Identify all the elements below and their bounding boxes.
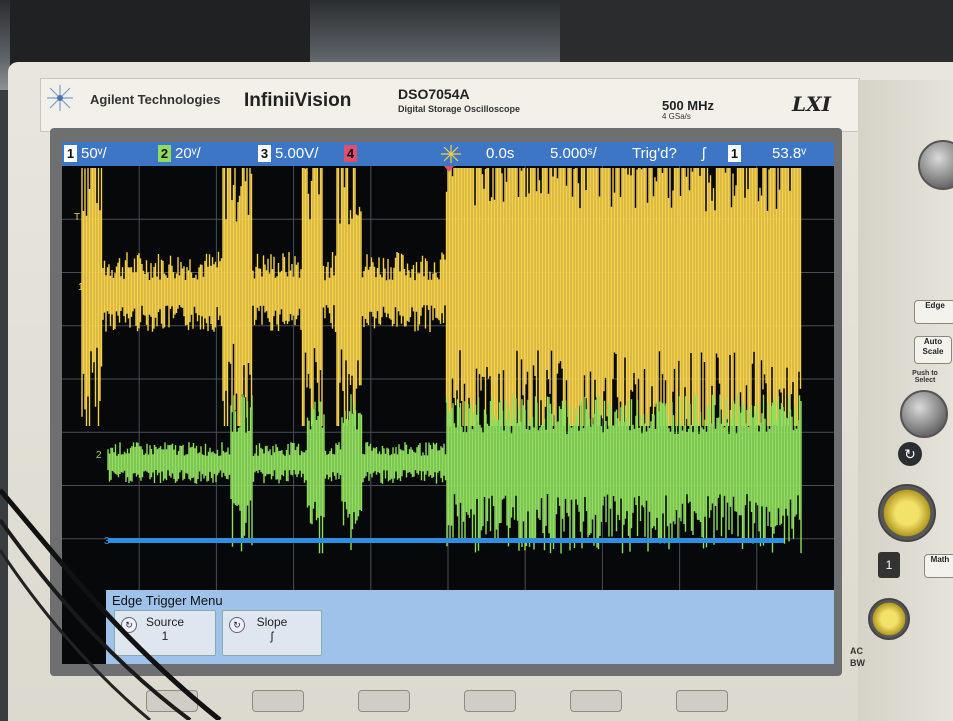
bw-label: BW: [850, 658, 865, 668]
ch4-number: 4: [344, 145, 357, 162]
agilent-spark-icon: [47, 85, 73, 111]
trigger-source: 1: [728, 145, 745, 162]
edge-trigger-menu: Edge Trigger Menu ↻ Source 1 ↻ Slope ʃ: [106, 590, 834, 664]
ch1-waveform: [81, 168, 802, 426]
model-description: Digital Storage Oscilloscope: [398, 104, 521, 114]
status-bar: 1 50ᵛ/ 2 20ᵛ/ 3 5.00V/ 4 0.0s 5.000ˢ/ Trig'…: [62, 142, 834, 166]
trigger-slope-icon: ʃ: [702, 145, 706, 162]
slope-value: ʃ: [270, 629, 274, 643]
model-number: DSO7054A: [398, 86, 470, 102]
ch1-scale[interactable]: 1 50ᵛ/: [64, 145, 107, 162]
source-label: Source: [145, 615, 185, 629]
front-panel-controls: Edge Auto Scale Push to Select ↻ 1 Math …: [850, 80, 953, 721]
probe-cables: [0, 488, 222, 720]
select-knob[interactable]: [900, 390, 948, 438]
ch3-scale-value: 5.00V/: [275, 145, 319, 162]
source-value: 1: [161, 629, 169, 643]
trigger-level-marker: T: [74, 212, 81, 223]
slope-softkey[interactable]: ↻ Slope ʃ: [222, 610, 322, 656]
ch1-vertical-knob[interactable]: [878, 484, 936, 542]
ch2-scale-value: 20ᵛ/: [175, 145, 201, 162]
ch3-ground-marker: 3: [104, 536, 110, 547]
ch3-scale[interactable]: 3 5.00V/: [258, 145, 318, 162]
math-button[interactable]: Math: [924, 554, 953, 578]
bandwidth-label: 500 MHz: [662, 98, 715, 113]
ch2-ground-marker: 2: [96, 450, 102, 461]
ch1-number: 1: [64, 145, 77, 162]
ac-label: AC: [850, 646, 863, 656]
edge-button[interactable]: Edge: [914, 300, 953, 324]
source-softkey[interactable]: ↻ Source 1: [114, 610, 216, 656]
ch1-ground-marker: 1: [78, 282, 84, 293]
knob-icon: ↻: [121, 617, 137, 633]
time-delay: 0.0s: [486, 145, 515, 162]
trigger-level: 53.8ᵛ: [772, 145, 807, 162]
ch1-scale-value: 50ᵛ/: [81, 145, 107, 162]
trigger-status: Trig'd?: [632, 145, 677, 162]
push-select-label: Push to Select: [912, 370, 938, 384]
ch2-scale[interactable]: 2 20ᵛ/: [158, 145, 201, 162]
scope-display: 1 50ᵛ/ 2 20ᵛ/ 3 5.00V/ 4 0.0s 5.000ˢ/ Trig'…: [62, 142, 834, 664]
softkey-2[interactable]: [252, 690, 304, 712]
softkey-4[interactable]: [464, 690, 516, 712]
ch2-number: 2: [158, 145, 171, 162]
trigger-position-marker: [444, 166, 454, 172]
ch4-indicator[interactable]: 4: [344, 145, 361, 162]
softkey-3[interactable]: [358, 690, 410, 712]
rotate-icon: ↻: [898, 442, 922, 466]
softkey-6[interactable]: [676, 690, 728, 712]
ch1-position-knob[interactable]: [868, 598, 910, 640]
ch3-number: 3: [258, 145, 271, 162]
auto-scale-button[interactable]: Auto Scale: [914, 336, 952, 364]
menu-title: Edge Trigger Menu: [112, 593, 223, 608]
ch3-waveform: [108, 538, 784, 543]
knob-icon: ↻: [229, 617, 245, 633]
brand-header: [40, 78, 860, 132]
time-scale: 5.000ˢ/: [550, 145, 597, 162]
waveform-display: [62, 166, 834, 592]
lxi-logo: LXI: [792, 92, 831, 116]
softkey-5[interactable]: [570, 690, 622, 712]
trigger-spark-icon: [441, 145, 461, 163]
ch2-waveform: [107, 394, 802, 554]
series-name: InfiniiVision: [244, 90, 352, 111]
horizontal-knob[interactable]: [918, 140, 953, 190]
sample-rate-label: 4 GSa/s: [662, 112, 691, 121]
brand-name: Agilent Technologies: [90, 92, 221, 107]
ch1-button[interactable]: 1: [878, 552, 900, 578]
slope-label: Slope: [256, 615, 288, 629]
